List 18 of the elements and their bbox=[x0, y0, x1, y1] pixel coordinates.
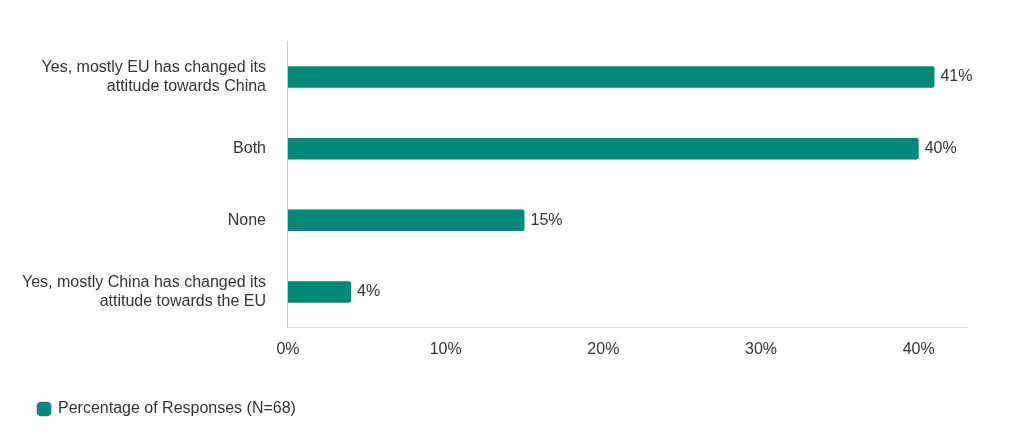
x-tick-label: 20% bbox=[587, 339, 620, 357]
y-tick-label: None bbox=[227, 210, 267, 228]
bar bbox=[287, 209, 525, 232]
bar bbox=[287, 66, 935, 88]
data-label: 15% bbox=[530, 210, 563, 228]
x-tick-label: 40% bbox=[902, 339, 935, 357]
x-tick-label: 0% bbox=[276, 339, 300, 357]
x-tick-label: 10% bbox=[429, 339, 462, 357]
x-tick-label: 30% bbox=[745, 339, 778, 357]
y-tick-label: Both bbox=[233, 139, 266, 157]
data-label: 4% bbox=[357, 282, 381, 300]
data-label: 41% bbox=[940, 67, 973, 85]
data-label: 40% bbox=[924, 139, 957, 157]
y-tick-label: Yes, mostly EU has changed its attitude towards China bbox=[41, 57, 267, 95]
bar bbox=[287, 137, 919, 160]
y-tick-label: Yes, mostly China has changed its attitude towards the EU bbox=[21, 272, 266, 309]
legend-label: Percentage of Responses (N=68) bbox=[58, 399, 296, 417]
bar bbox=[287, 281, 352, 303]
